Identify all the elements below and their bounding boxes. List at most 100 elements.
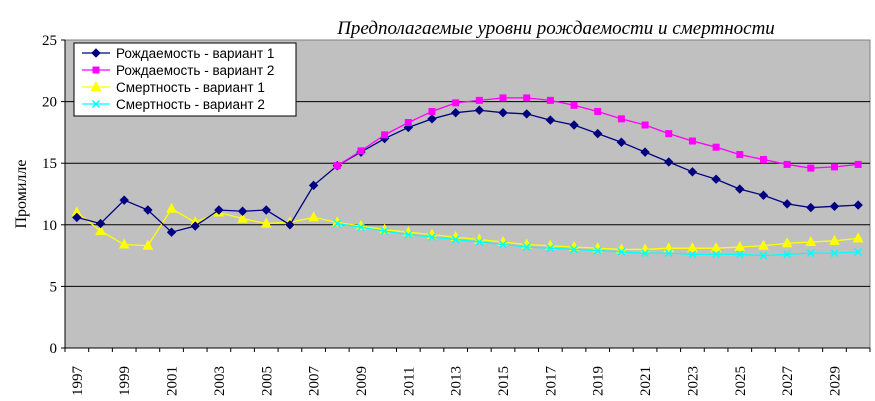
data-point [805, 235, 817, 247]
y-tick-label: 5 [50, 279, 58, 295]
data-point [237, 212, 248, 223]
x-tick-label: 2025 [733, 366, 749, 396]
data-point [451, 235, 460, 244]
data-point [688, 137, 696, 145]
data-point [474, 105, 485, 115]
legend-label: Смертность - вариант 2 [116, 97, 265, 112]
data-point [428, 107, 436, 115]
data-point [593, 246, 602, 255]
data-point [758, 239, 769, 250]
data-point [356, 223, 365, 232]
x-tick-label: 2005 [259, 366, 275, 396]
data-point [285, 220, 295, 230]
y-tick-label: 10 [42, 218, 57, 234]
legend-label: Рождаемость - вариант 1 [116, 46, 274, 61]
x-tick-label: 2027 [780, 366, 796, 397]
data-point [710, 242, 722, 253]
data-point [261, 205, 271, 215]
data-point [640, 147, 650, 157]
y-tick-label: 20 [42, 95, 57, 111]
data-point [759, 156, 767, 164]
data-point [118, 238, 130, 249]
x-tick-label: 2003 [212, 366, 228, 396]
data-point [616, 137, 627, 147]
data-point [308, 211, 319, 222]
x-tick-label: 2017 [543, 366, 559, 397]
data-point [735, 250, 744, 259]
data-point [72, 212, 82, 223]
data-point [781, 237, 793, 248]
data-point [806, 249, 815, 258]
data-point [381, 131, 389, 139]
legend-item-3: Смертность - вариант 1 [82, 80, 265, 95]
data-point [829, 201, 840, 212]
data-point [452, 99, 460, 107]
data-point [308, 180, 319, 191]
data-point [380, 226, 389, 235]
x-tick-label: 2023 [685, 366, 701, 396]
data-point [119, 195, 129, 205]
x-tick-label: 2021 [638, 366, 654, 396]
data-point [734, 240, 746, 251]
data-point [214, 205, 224, 215]
data-point [758, 190, 769, 200]
x-tick-label: 2015 [496, 366, 512, 396]
y-axis-label: Промилле [13, 159, 30, 228]
x-tick-label: 2013 [449, 366, 465, 396]
data-point [829, 234, 840, 245]
data-point [735, 184, 745, 194]
data-point [237, 206, 248, 216]
data-point [665, 130, 673, 138]
data-point [830, 163, 838, 171]
data-point [427, 114, 437, 124]
data-point [404, 230, 413, 239]
data-point [830, 249, 839, 258]
data-point [521, 109, 532, 119]
x-tick-label: 2019 [591, 366, 607, 396]
legend-item-2: Рождаемость - вариант 2 [82, 63, 274, 78]
legend-swatch-marker [92, 66, 100, 74]
data-point [570, 101, 578, 109]
data-point [499, 94, 507, 102]
series-4 [333, 219, 863, 260]
data-point [260, 217, 272, 228]
data-point [333, 219, 342, 228]
data-point [641, 121, 649, 129]
legend-label: Рождаемость - вариант 2 [116, 63, 274, 78]
data-point [664, 157, 674, 167]
series-line [76, 109, 859, 233]
data-point [143, 205, 153, 215]
data-point [498, 240, 508, 249]
data-point [854, 247, 863, 256]
legend: Рождаемость - вариант 1 Рождаемость - вар… [73, 42, 297, 117]
series-2 [333, 94, 862, 172]
y-tick-label: 25 [42, 33, 57, 49]
data-point [450, 107, 461, 118]
data-point [712, 143, 720, 151]
data-point [570, 245, 579, 254]
data-point [190, 221, 200, 231]
data-point [711, 174, 721, 184]
data-point [333, 162, 341, 170]
data-point [594, 107, 602, 115]
legend-swatch-marker [91, 48, 101, 58]
data-point [712, 250, 721, 259]
data-point [687, 242, 698, 253]
y-axis-ticks: 0 5 10 15 20 25 [42, 33, 65, 357]
data-point [142, 239, 154, 250]
y-tick-label: 0 [50, 341, 58, 357]
data-point [664, 249, 673, 258]
data-point [736, 151, 744, 159]
x-tick-label: 2011 [401, 367, 417, 396]
data-point [854, 160, 862, 168]
data-point [663, 242, 675, 253]
x-tick-label: 2001 [165, 366, 181, 396]
data-point [617, 115, 625, 123]
data-point [546, 244, 555, 253]
data-point [404, 119, 412, 127]
legend-item-1: Рождаемость - вариант 1 [82, 46, 274, 61]
data-point [523, 94, 531, 102]
chart-title: Предполагаемые уровни рождаемости и смер… [336, 18, 775, 39]
legend-item-4: Смертность - вариант 2 [82, 97, 265, 112]
